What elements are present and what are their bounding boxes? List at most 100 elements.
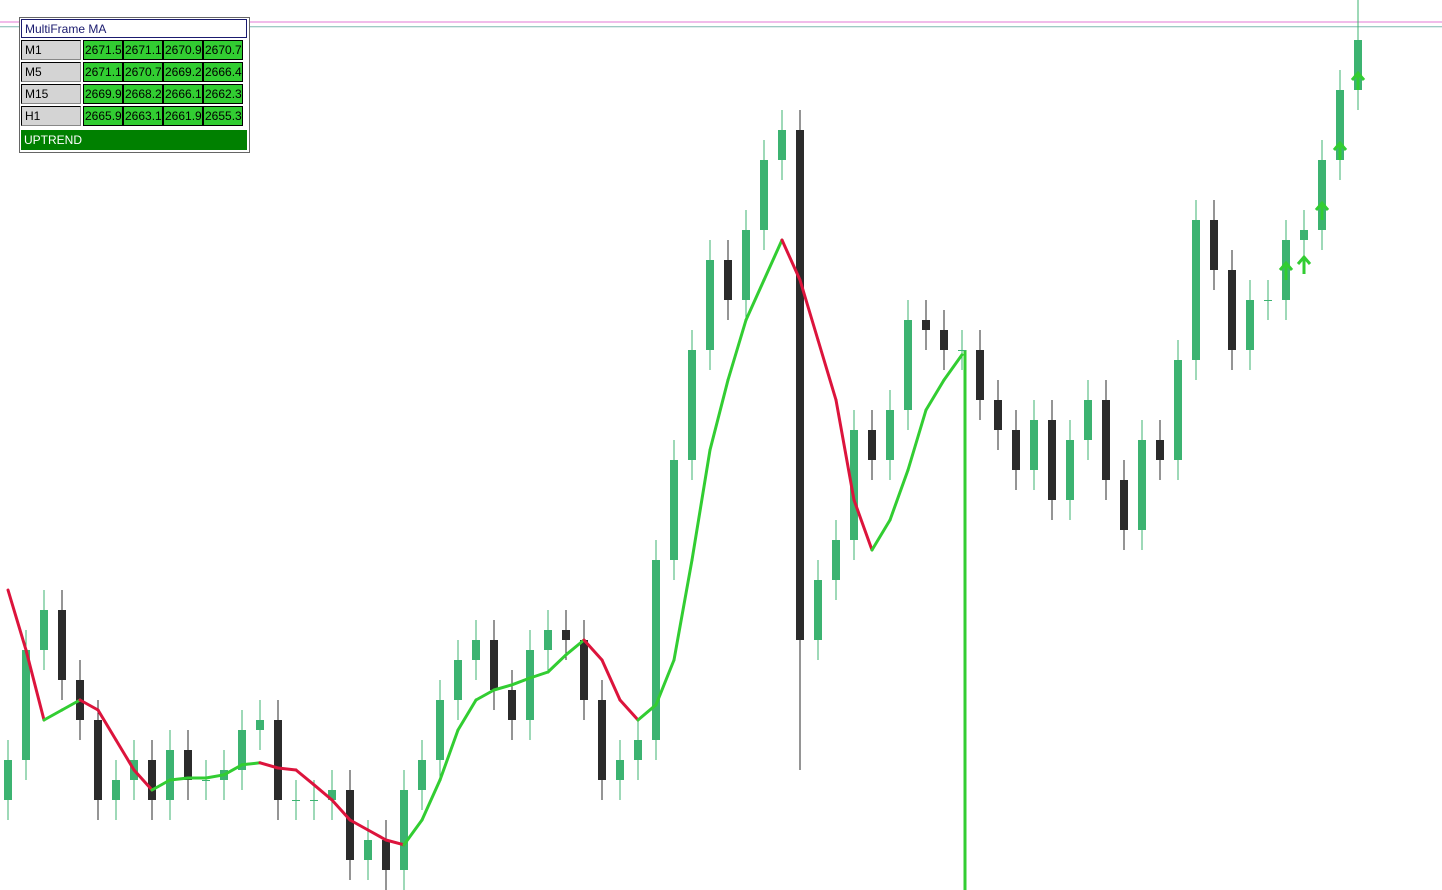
candle-body xyxy=(544,630,552,650)
ma-segment xyxy=(258,761,280,770)
candle-body xyxy=(616,760,624,780)
ma-segment xyxy=(510,676,532,687)
ma-segment xyxy=(564,638,586,657)
candle-body xyxy=(40,610,48,650)
ma-segment xyxy=(330,798,352,822)
candle-body xyxy=(166,750,174,800)
ma-segment xyxy=(150,778,172,792)
candle-body xyxy=(400,790,408,870)
candle-body xyxy=(742,230,750,300)
candle-body xyxy=(634,740,642,760)
ma-value: 2671.1 xyxy=(123,40,163,60)
ma-segment xyxy=(204,773,226,780)
candle-body xyxy=(580,640,588,700)
candle-body xyxy=(778,130,786,160)
ma-segment xyxy=(132,768,154,792)
ma-segment xyxy=(870,518,892,552)
ma-segment xyxy=(762,238,784,282)
candle-body xyxy=(22,650,30,760)
ma-value: 2669.9 xyxy=(83,84,123,104)
candle-body xyxy=(256,720,264,730)
ma-segment xyxy=(60,698,82,712)
candle-body xyxy=(238,730,246,770)
ma-segment xyxy=(276,766,298,772)
candle-body xyxy=(1264,300,1272,301)
candle-body xyxy=(4,760,12,800)
ma-value: 2668.2 xyxy=(123,84,163,104)
candle-body xyxy=(922,320,930,330)
candle-body xyxy=(1030,420,1038,470)
ma-segment xyxy=(222,763,244,777)
timeframe-label: M15 xyxy=(21,84,81,104)
ma-segment xyxy=(348,818,370,832)
signal-arrow xyxy=(1332,140,1348,160)
signal-arrow xyxy=(1314,200,1330,220)
candle-body xyxy=(1156,440,1164,460)
ma-segment xyxy=(744,278,766,322)
candle-body xyxy=(508,690,516,720)
candle-body xyxy=(436,700,444,760)
candle-body xyxy=(814,580,822,640)
candle-body xyxy=(382,840,390,870)
candle-body xyxy=(310,800,318,801)
candle-body xyxy=(760,160,768,230)
timeframe-label: M5 xyxy=(21,62,81,82)
ma-segment xyxy=(852,498,874,552)
candle-body xyxy=(1084,400,1092,440)
candle-body xyxy=(1246,300,1254,350)
ma-segment xyxy=(240,761,262,767)
candle-body xyxy=(184,750,192,780)
ma-segment xyxy=(96,708,118,742)
candle-body xyxy=(832,540,840,580)
candle-body xyxy=(1012,430,1020,470)
candle-body xyxy=(472,640,480,660)
ma-segment xyxy=(474,688,496,702)
candle-body xyxy=(1066,440,1074,500)
ma-segment xyxy=(114,738,136,772)
candle-body xyxy=(706,260,714,350)
candle-body xyxy=(112,780,120,800)
ma-value: 2669.2 xyxy=(163,62,203,82)
ma-value: 2670.7 xyxy=(203,40,243,60)
ma-segment xyxy=(834,398,856,502)
candle-body xyxy=(346,790,354,860)
ma-segment xyxy=(906,408,928,472)
candle-body xyxy=(724,260,732,300)
candle-body xyxy=(1192,220,1200,360)
ma-value: 2655.3 xyxy=(203,106,243,126)
ma-segment xyxy=(294,768,316,787)
candle-body xyxy=(670,460,678,560)
ma-value: 2671.5 xyxy=(83,40,123,60)
candle-body xyxy=(904,320,912,410)
ma-segment xyxy=(438,728,460,782)
candle-body xyxy=(1120,480,1128,530)
timeframe-label: M1 xyxy=(21,40,81,60)
ma-value: 2666.1 xyxy=(163,84,203,104)
ma-segment xyxy=(456,698,478,732)
candle-body xyxy=(274,720,282,800)
ma-segment xyxy=(492,683,514,692)
candle-body xyxy=(1336,90,1344,160)
ma-segment xyxy=(600,658,622,702)
ma-segment xyxy=(42,708,64,722)
candle-body xyxy=(958,350,966,351)
candle-body xyxy=(418,760,426,790)
ma-value: 2670.9 xyxy=(163,40,203,60)
candle-body xyxy=(994,400,1002,430)
ma-segment xyxy=(366,828,388,842)
candle-body xyxy=(1102,400,1110,480)
ma-segment xyxy=(654,658,676,707)
timeframe-label: H1 xyxy=(21,106,81,126)
ma-value: 2665.9 xyxy=(83,106,123,126)
ma-value: 2661.9 xyxy=(163,106,203,126)
candle-body xyxy=(364,840,372,860)
ma-segment xyxy=(672,558,694,662)
ma-segment xyxy=(6,588,28,652)
candle-body xyxy=(688,350,696,460)
signal-arrow xyxy=(1278,260,1294,280)
ma-value: 2671.1 xyxy=(83,62,123,82)
ma-value: 2666.4 xyxy=(203,62,243,82)
ma-segment xyxy=(924,378,946,412)
